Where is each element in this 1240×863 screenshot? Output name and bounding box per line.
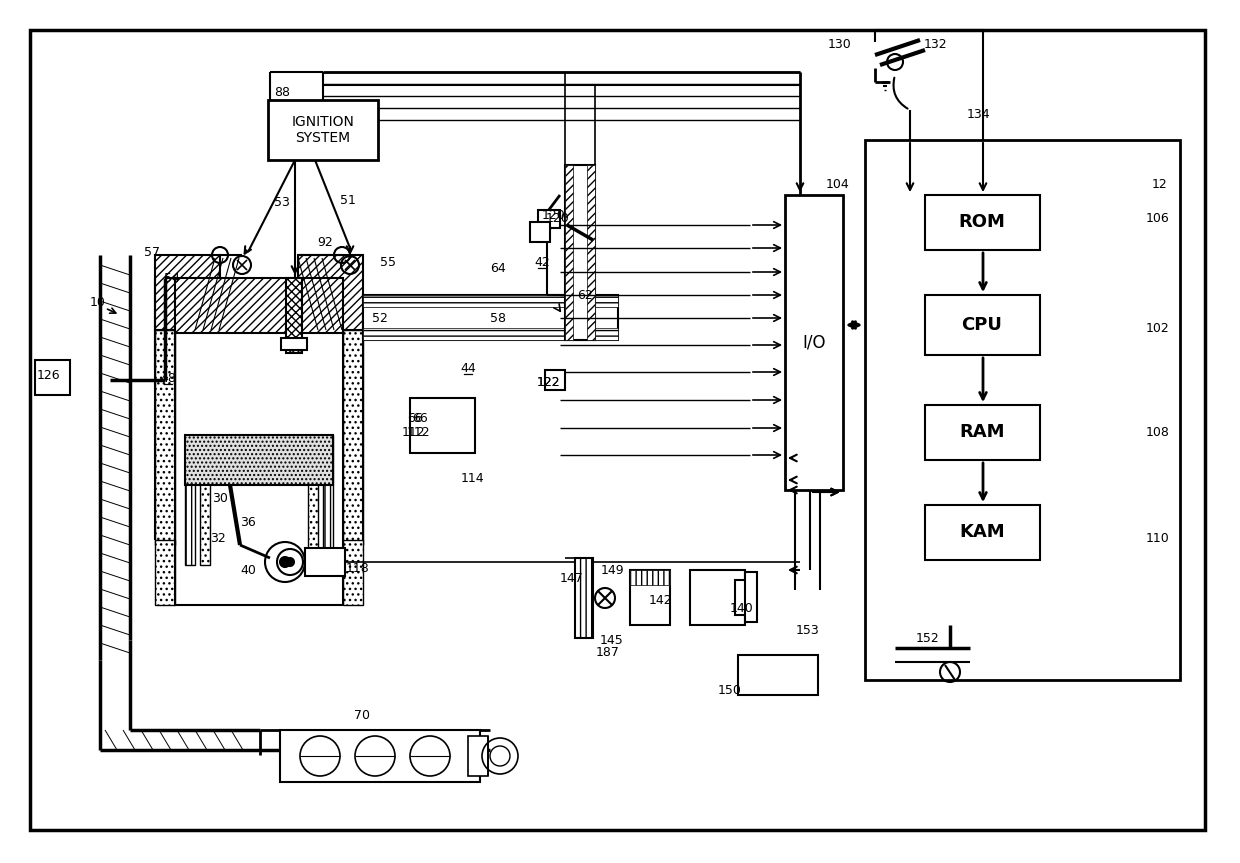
Bar [565,165,595,340]
Text: 36: 36 [241,515,255,528]
Bar [410,398,475,453]
Text: 66: 66 [407,412,423,425]
Text: 108: 108 [1146,425,1169,438]
Bar [286,278,303,353]
Text: 88: 88 [274,85,290,98]
Text: 12: 12 [1152,179,1168,192]
Bar [587,165,595,340]
Text: 122: 122 [536,375,559,388]
Bar [738,655,818,695]
Text: 64: 64 [490,261,506,274]
Bar [689,570,745,625]
Bar [343,540,363,605]
Text: 42: 42 [534,255,549,268]
Text: 187: 187 [596,646,620,658]
Text: 112: 112 [402,425,425,438]
Text: I/O: I/O [802,333,826,351]
Text: 149: 149 [600,564,624,576]
Bar [363,328,618,340]
Text: 152: 152 [916,632,940,645]
Text: 57: 57 [144,245,160,259]
Bar [322,435,334,565]
Bar [630,570,670,625]
Bar [155,255,219,330]
Text: 44: 44 [460,362,476,375]
Bar [185,435,334,485]
Bar [363,295,618,307]
Bar [785,195,843,490]
Bar [467,736,489,776]
Bar [35,360,69,395]
Text: 112: 112 [407,425,430,438]
Bar [630,570,670,585]
Text: 150: 150 [718,683,742,696]
Bar [175,278,343,333]
Bar [925,195,1040,250]
Bar [925,505,1040,560]
Bar [925,405,1040,460]
Text: 130: 130 [828,39,852,52]
Text: CPU: CPU [961,316,1002,334]
Bar [280,730,480,782]
Text: 145: 145 [600,633,624,646]
Bar [343,330,363,545]
Text: 55: 55 [379,255,396,268]
Bar [155,330,175,545]
Bar [185,435,195,565]
Text: 30: 30 [212,492,228,505]
Text: 134: 134 [966,109,990,122]
Bar [565,165,573,340]
Text: 132: 132 [924,39,947,52]
Bar [546,370,565,390]
Bar [155,540,175,605]
Text: 110: 110 [1146,532,1169,545]
Text: 10: 10 [91,295,105,308]
Bar [735,580,750,615]
Text: 147: 147 [560,571,584,584]
Bar [925,295,1040,355]
Text: 126: 126 [36,369,60,381]
Text: 53: 53 [274,196,290,209]
Text: KAM: KAM [960,523,1004,541]
Text: 114: 114 [460,471,484,484]
Text: 32: 32 [210,532,226,545]
Text: 66: 66 [412,412,428,425]
Text: 120: 120 [546,211,570,224]
Text: IGNITION
SYSTEM: IGNITION SYSTEM [291,115,355,145]
Text: 140: 140 [730,602,754,614]
Text: RAM: RAM [960,423,1004,441]
Bar [305,548,345,576]
Text: 102: 102 [1146,322,1169,335]
Text: 142: 142 [649,594,672,607]
Text: 120: 120 [542,209,565,222]
Bar [281,338,308,350]
Bar [268,100,378,160]
Bar [363,295,618,340]
Circle shape [286,558,294,566]
Text: 54: 54 [164,272,180,285]
Bar [866,140,1180,680]
Text: 104: 104 [826,179,849,192]
Text: 51: 51 [340,193,356,206]
Bar [308,435,317,565]
Text: 40: 40 [241,564,255,576]
Text: 118: 118 [346,562,370,575]
Text: 48: 48 [160,371,176,385]
Bar [745,572,756,622]
Bar [529,222,551,242]
Bar [575,558,593,638]
Text: 106: 106 [1146,211,1169,224]
Text: 62: 62 [577,288,593,301]
Text: 52: 52 [372,312,388,324]
Text: 70: 70 [353,709,370,721]
Bar [538,210,560,228]
Bar [298,255,363,330]
Bar [200,435,210,565]
Text: 92: 92 [317,236,332,249]
Text: ROM: ROM [959,213,1006,231]
Text: 122: 122 [536,375,559,388]
Text: 58: 58 [490,312,506,324]
Circle shape [280,557,290,567]
Text: 153: 153 [796,623,820,637]
